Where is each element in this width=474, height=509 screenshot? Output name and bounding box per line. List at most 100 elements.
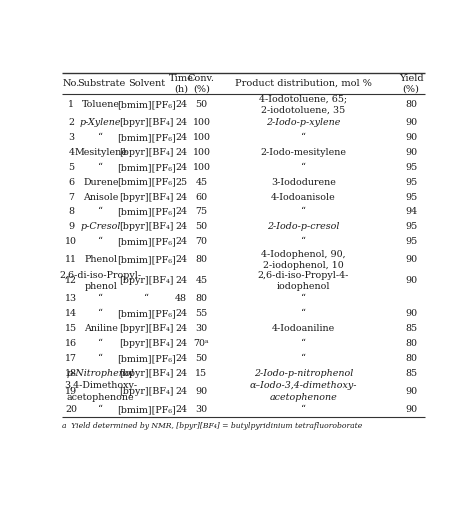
Text: 2-Iodo-p-xylene: 2-Iodo-p-xylene xyxy=(266,118,341,127)
Text: 90: 90 xyxy=(405,309,417,318)
Text: Durene: Durene xyxy=(83,178,118,187)
Text: “: “ xyxy=(301,237,306,246)
Text: 24: 24 xyxy=(175,387,187,396)
Text: “: “ xyxy=(98,163,103,172)
Text: 4-Iodoaniline: 4-Iodoaniline xyxy=(272,324,335,333)
Text: 24: 24 xyxy=(175,339,187,348)
Text: 20: 20 xyxy=(65,405,77,414)
Text: [bmim][PF₆]: [bmim][PF₆] xyxy=(117,133,176,142)
Text: Time
(h): Time (h) xyxy=(169,74,194,93)
Text: 94: 94 xyxy=(405,208,417,216)
Text: 95: 95 xyxy=(405,178,417,187)
Text: 80: 80 xyxy=(405,100,417,109)
Text: 50: 50 xyxy=(195,354,208,363)
Text: 18: 18 xyxy=(65,369,77,378)
Text: [bmim][PF₆]: [bmim][PF₆] xyxy=(117,354,176,363)
Text: 95: 95 xyxy=(405,192,417,202)
Text: 5: 5 xyxy=(68,163,74,172)
Text: 4-Iodophenol, 90,
2-iodophenol, 10: 4-Iodophenol, 90, 2-iodophenol, 10 xyxy=(261,250,346,270)
Text: 90: 90 xyxy=(405,405,417,414)
Text: “: “ xyxy=(98,295,103,303)
Text: “: “ xyxy=(301,309,306,318)
Text: 95: 95 xyxy=(405,163,417,172)
Text: 60: 60 xyxy=(195,192,208,202)
Text: 85: 85 xyxy=(405,369,417,378)
Text: 24: 24 xyxy=(175,133,187,142)
Text: 13: 13 xyxy=(65,295,77,303)
Text: Mesitylene: Mesitylene xyxy=(74,148,127,157)
Text: 100: 100 xyxy=(192,148,210,157)
Text: 24: 24 xyxy=(175,208,187,216)
Text: 24: 24 xyxy=(175,222,187,232)
Text: 24: 24 xyxy=(175,192,187,202)
Text: 80: 80 xyxy=(405,354,417,363)
Text: 80: 80 xyxy=(195,256,208,264)
Text: “: “ xyxy=(98,237,103,246)
Text: “: “ xyxy=(144,295,149,303)
Text: 95: 95 xyxy=(405,222,417,232)
Text: 4: 4 xyxy=(68,148,74,157)
Text: “: “ xyxy=(98,133,103,142)
Text: 95: 95 xyxy=(405,237,417,246)
Text: [bmim][PF₆]: [bmim][PF₆] xyxy=(117,100,176,109)
Text: 24: 24 xyxy=(175,100,187,109)
Text: 50: 50 xyxy=(195,222,208,232)
Text: 90: 90 xyxy=(195,387,208,396)
Text: 11: 11 xyxy=(65,256,77,264)
Text: Phenol: Phenol xyxy=(84,256,118,264)
Text: 2: 2 xyxy=(68,118,74,127)
Text: “: “ xyxy=(301,208,306,216)
Text: 24: 24 xyxy=(175,354,187,363)
Text: 24: 24 xyxy=(175,118,187,127)
Text: 30: 30 xyxy=(195,324,208,333)
Text: “: “ xyxy=(301,405,306,414)
Text: “: “ xyxy=(98,339,103,348)
Text: p-Nitrophenol: p-Nitrophenol xyxy=(67,369,135,378)
Text: 24: 24 xyxy=(175,324,187,333)
Text: No.: No. xyxy=(63,79,80,88)
Text: 24: 24 xyxy=(175,237,187,246)
Text: “: “ xyxy=(98,405,103,414)
Text: 100: 100 xyxy=(192,133,210,142)
Text: 24: 24 xyxy=(175,369,187,378)
Text: [bmim][PF₆]: [bmim][PF₆] xyxy=(117,405,176,414)
Text: 24: 24 xyxy=(175,148,187,157)
Text: 85: 85 xyxy=(405,324,417,333)
Text: 55: 55 xyxy=(195,309,208,318)
Text: [bpyr][BF₄]: [bpyr][BF₄] xyxy=(119,276,173,286)
Text: [bpyr][BF₄]: [bpyr][BF₄] xyxy=(119,148,173,157)
Text: 70: 70 xyxy=(195,237,208,246)
Text: 24: 24 xyxy=(175,256,187,264)
Text: 17: 17 xyxy=(65,354,77,363)
Text: 2-Iodo-p-nitrophenol: 2-Iodo-p-nitrophenol xyxy=(254,369,353,378)
Text: 8: 8 xyxy=(68,208,74,216)
Text: 19: 19 xyxy=(65,387,77,396)
Text: [bmim][PF₆]: [bmim][PF₆] xyxy=(117,208,176,216)
Text: 90: 90 xyxy=(405,276,417,286)
Text: 24: 24 xyxy=(175,405,187,414)
Text: 80: 80 xyxy=(405,339,417,348)
Text: 9: 9 xyxy=(68,222,74,232)
Text: 3-Iododurene: 3-Iododurene xyxy=(271,178,336,187)
Text: [bmim][PF₆]: [bmim][PF₆] xyxy=(117,163,176,172)
Text: [bmim][PF₆]: [bmim][PF₆] xyxy=(117,178,176,187)
Text: 90: 90 xyxy=(405,256,417,264)
Text: 45: 45 xyxy=(195,178,208,187)
Text: 4-Iodoanisole: 4-Iodoanisole xyxy=(271,192,336,202)
Text: [bpyr][BF₄]: [bpyr][BF₄] xyxy=(119,222,173,232)
Text: [bpyr][BF₄]: [bpyr][BF₄] xyxy=(119,118,173,127)
Text: 50: 50 xyxy=(195,100,208,109)
Text: Product distribution, mol %: Product distribution, mol % xyxy=(235,79,372,88)
Text: 16: 16 xyxy=(65,339,77,348)
Text: 45: 45 xyxy=(195,276,208,286)
Text: 70ᵃ: 70ᵃ xyxy=(193,339,209,348)
Text: Aniline: Aniline xyxy=(84,324,118,333)
Text: p-Xylene: p-Xylene xyxy=(80,118,121,127)
Text: 6: 6 xyxy=(68,178,74,187)
Text: 4-Iodotoluene, 65;
2-iodotoluene, 35: 4-Iodotoluene, 65; 2-iodotoluene, 35 xyxy=(259,95,347,115)
Text: 1: 1 xyxy=(68,100,74,109)
Text: 2-Iodo-p-cresol: 2-Iodo-p-cresol xyxy=(267,222,340,232)
Text: 90: 90 xyxy=(405,133,417,142)
Text: 3: 3 xyxy=(68,133,74,142)
Text: 90: 90 xyxy=(405,148,417,157)
